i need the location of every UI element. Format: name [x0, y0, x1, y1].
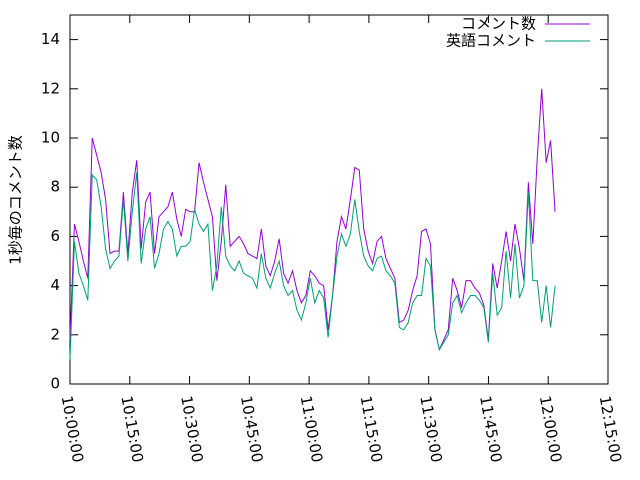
x-tick-label: 10:15:00	[117, 394, 146, 463]
x-tick-label: 10:45:00	[237, 394, 266, 463]
y-axis-label: 1秒毎のコメント数	[7, 135, 25, 265]
legend-label: コメント数	[461, 15, 536, 33]
x-tick-label: 11:30:00	[416, 394, 445, 463]
legend-label: 英語コメント	[446, 32, 536, 50]
y-tick-label: 14	[41, 30, 60, 48]
x-tick-label: 11:15:00	[357, 394, 386, 463]
y-tick-label: 12	[41, 79, 60, 97]
x-tick-label: 11:00:00	[297, 394, 326, 463]
series-line	[69, 172, 556, 360]
y-tick-label: 4	[50, 276, 60, 294]
x-tick-label: 10:30:00	[177, 394, 206, 463]
x-tick-label: 12:15:00	[596, 394, 625, 463]
y-tick-label: 10	[41, 129, 60, 147]
x-tick-label: 10:00:00	[58, 394, 87, 463]
y-tick-label: 0	[50, 375, 60, 393]
y-tick-label: 2	[50, 325, 60, 343]
y-tick-label: 6	[50, 227, 60, 245]
x-tick-label: 12:00:00	[536, 394, 565, 463]
y-tick-label: 8	[50, 178, 60, 196]
plot-frame	[69, 14, 609, 385]
series-line	[69, 88, 556, 352]
x-tick-label: 11:45:00	[476, 394, 505, 463]
